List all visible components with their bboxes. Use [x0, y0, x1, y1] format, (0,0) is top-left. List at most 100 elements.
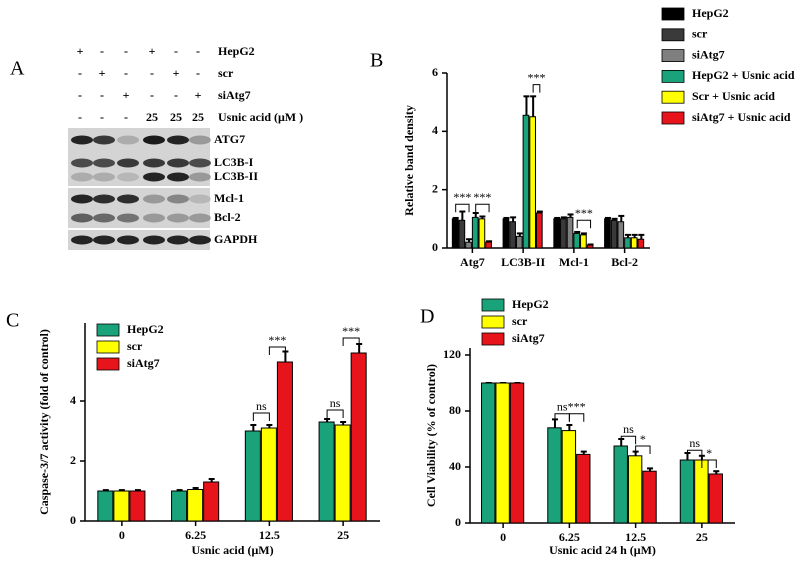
blot-band — [117, 213, 139, 223]
condition-mark: - — [124, 110, 128, 124]
band-label: LC3B-I — [214, 155, 254, 169]
blot-band — [71, 194, 93, 204]
blot-band — [143, 135, 165, 145]
legend-swatch — [96, 357, 120, 371]
legend-label: siAtg7 — [692, 47, 725, 61]
condition-mark: - — [100, 44, 104, 58]
blot-band — [93, 172, 115, 182]
blot-band — [189, 158, 211, 168]
band-label: Bcl-2 — [214, 210, 241, 224]
panel-label: B — [370, 50, 383, 72]
legend-swatch — [661, 28, 685, 42]
bar — [187, 489, 204, 522]
blot-band — [167, 213, 189, 223]
blot-band — [117, 158, 139, 168]
condition-mark: - — [174, 44, 178, 58]
x-tick-label: 25 — [696, 530, 708, 544]
y-axis-label: Cell Viability (% of control) — [424, 364, 438, 507]
bar — [509, 382, 525, 524]
condition-mark: - — [196, 66, 200, 80]
bar — [260, 427, 277, 522]
significance-bracket — [635, 445, 651, 454]
blot-band — [117, 194, 139, 204]
bar — [617, 221, 625, 249]
bar — [495, 382, 510, 524]
blot-band — [189, 235, 211, 245]
blot-band — [143, 235, 165, 245]
significance-label: *** — [527, 70, 545, 84]
bar — [465, 241, 472, 249]
blot-band — [117, 172, 139, 182]
blot-band — [189, 172, 211, 182]
condition-mark: + — [77, 44, 84, 58]
bar — [627, 455, 643, 524]
y-tick-label: 40 — [449, 459, 461, 473]
legend-label: HepG2 + Usnic acid — [692, 68, 795, 82]
bar — [610, 219, 618, 249]
legend-swatch — [481, 315, 505, 329]
significance-bracket — [252, 412, 270, 421]
bar — [580, 234, 587, 249]
blot-band — [167, 194, 189, 204]
band-label: Mcl-1 — [214, 191, 244, 205]
x-tick-label: Mcl-1 — [559, 255, 589, 269]
y-tick-label: 2 — [70, 453, 76, 467]
bar — [451, 218, 459, 249]
significance-label: * — [640, 432, 646, 446]
legend-label: siAtg7 + Usnic acid — [692, 110, 791, 124]
y-tick-label: 6 — [432, 65, 438, 79]
bar — [642, 470, 657, 524]
significance-label: *** — [568, 400, 586, 414]
condition-label: Usnic acid (μM ) — [218, 110, 303, 124]
condition-mark: 25 — [146, 110, 158, 124]
bar — [171, 490, 188, 522]
bar — [485, 241, 492, 249]
legend-label: HepG2 — [127, 322, 164, 336]
bar — [708, 473, 723, 524]
legend-swatch — [96, 323, 120, 337]
significance-bracket — [568, 413, 585, 422]
significance-bracket — [455, 203, 470, 213]
blot-band — [167, 135, 189, 145]
legend-label: siAtg7 — [512, 331, 545, 345]
legend-swatch — [661, 70, 685, 83]
y-axis-label: Caspase-3/7 activity (fold of control) — [37, 329, 51, 515]
bar — [560, 218, 567, 249]
blot-band — [143, 194, 165, 204]
bar — [97, 490, 114, 522]
blot-band — [143, 172, 165, 182]
bar — [113, 490, 130, 522]
legend-label: scr — [512, 314, 528, 328]
blot-band — [143, 213, 165, 223]
significance-label: ns — [557, 400, 568, 414]
bar — [535, 212, 543, 249]
condition-mark: 25 — [192, 110, 204, 124]
significance-label: ns — [623, 422, 634, 436]
bar — [244, 430, 261, 522]
x-axis-label: Usnic acid 24 h (μM) — [549, 543, 656, 557]
x-tick-label: 6.25 — [185, 528, 206, 542]
legend-swatch — [481, 332, 505, 346]
bar — [553, 218, 561, 249]
legend-swatch — [661, 111, 685, 125]
x-tick-label: 6.25 — [559, 530, 580, 544]
condition-mark: + — [149, 44, 156, 58]
significance-label: ns — [256, 399, 267, 413]
bar — [637, 238, 645, 249]
condition-mark: - — [100, 88, 104, 102]
significance-bracket — [342, 337, 360, 346]
bar — [694, 459, 709, 524]
condition-mark: 25 — [170, 110, 182, 124]
blot-band — [189, 135, 211, 145]
blot-band — [71, 172, 93, 182]
blot-band — [189, 213, 211, 223]
bar — [604, 218, 611, 249]
x-tick-label: 12.5 — [259, 528, 280, 542]
bar — [522, 114, 530, 249]
condition-mark: + — [173, 66, 180, 80]
significance-label: *** — [342, 324, 360, 338]
x-tick-label: 25 — [337, 528, 349, 542]
condition-label: HepG2 — [218, 44, 255, 58]
blot-band — [167, 172, 189, 182]
